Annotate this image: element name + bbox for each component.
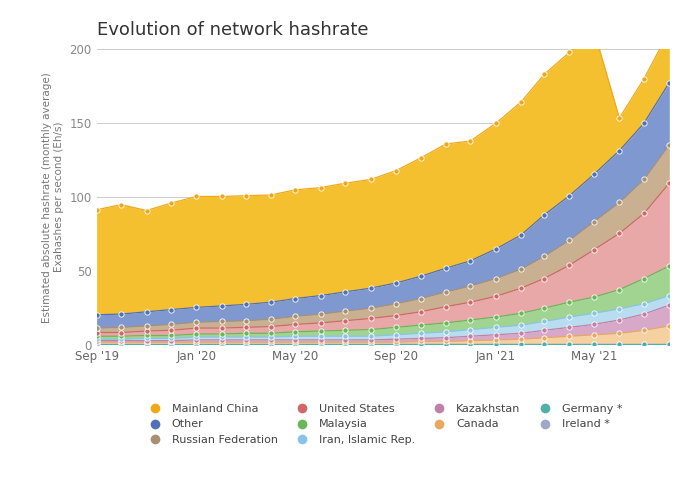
Y-axis label: Estimated absolute hashrate (monthly average)
Exahashes per second (Eh/s): Estimated absolute hashrate (monthly ave… (42, 72, 64, 322)
Text: Evolution of network hashrate: Evolution of network hashrate (97, 21, 368, 39)
Legend: Mainland China, Other, Russian Federation, United States, Malaysia, Iran, Islami: Mainland China, Other, Russian Federatio… (144, 404, 622, 445)
